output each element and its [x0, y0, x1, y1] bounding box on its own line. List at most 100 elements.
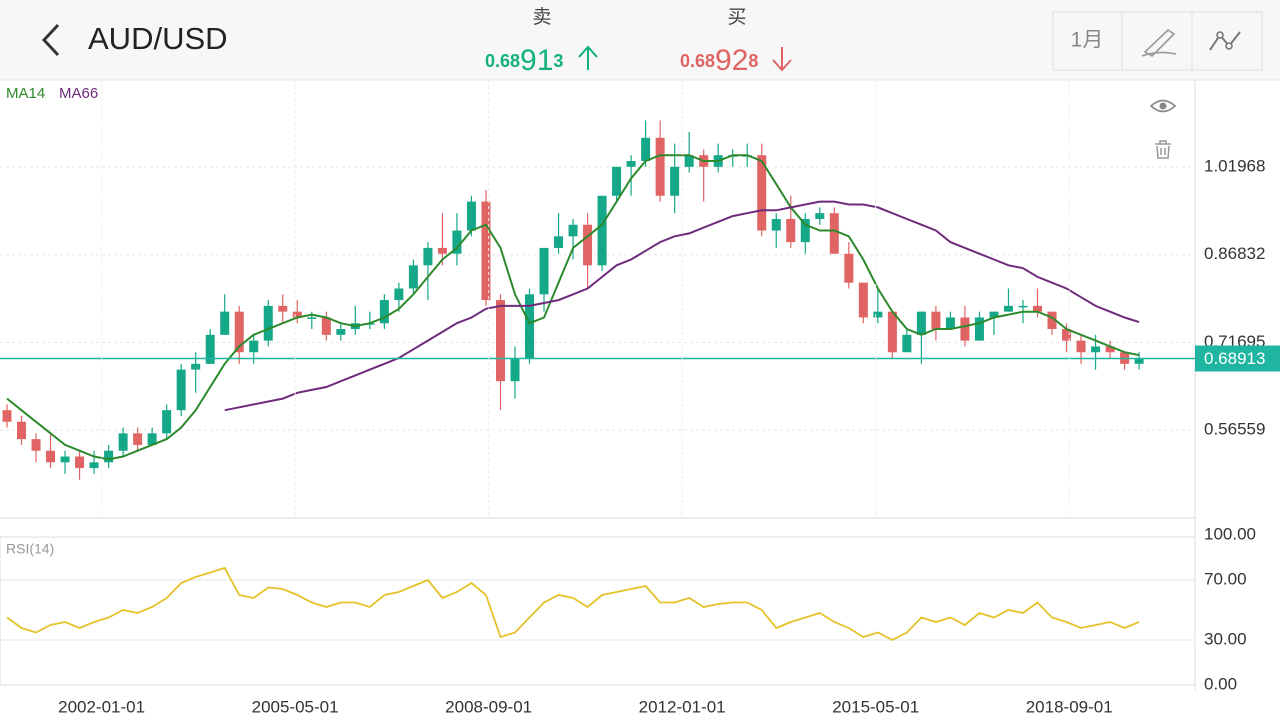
indicator-button[interactable]	[1209, 31, 1241, 51]
candle-body	[379, 300, 389, 324]
candle-body	[1091, 346, 1101, 353]
candle-body	[292, 311, 302, 318]
y-tick-label: 0.86832	[1204, 244, 1265, 263]
candle-body	[858, 282, 868, 318]
moving-average-line	[6, 154, 1140, 461]
moving-average-line	[224, 200, 1140, 412]
y-tick-label: 0.56559	[1204, 420, 1265, 439]
sell-price-big: 91	[520, 44, 553, 77]
y-tick-label: 70.00	[1204, 569, 1247, 588]
visibility-button[interactable]	[1149, 99, 1177, 113]
delete-button[interactable]	[1155, 140, 1171, 159]
candle-body	[104, 450, 114, 463]
candle-body	[307, 317, 317, 319]
candle-body	[1105, 346, 1115, 353]
candle-body	[829, 213, 839, 254]
candle-body	[931, 311, 941, 330]
back-button[interactable]	[41, 23, 60, 57]
buy-price-big: 92	[715, 44, 748, 77]
x-tick-label: 2002-01-01	[58, 697, 145, 716]
candle-body	[133, 433, 143, 445]
sell-label: 卖	[532, 6, 551, 28]
candle-body	[800, 218, 810, 243]
candle-body	[452, 230, 462, 254]
candle-body	[60, 456, 70, 463]
candle-body	[597, 195, 607, 266]
sell-price[interactable]: 0.68913	[485, 44, 563, 77]
up-arrow	[578, 45, 598, 70]
candle-body	[1062, 329, 1072, 341]
candle-body	[176, 369, 186, 411]
candle-body	[1003, 305, 1013, 312]
candle-body	[234, 311, 244, 353]
candle-body	[147, 433, 157, 445]
candle-body	[220, 311, 230, 335]
candle-body	[873, 311, 883, 318]
x-tick-label: 2018-09-01	[1026, 697, 1113, 716]
candle-body	[612, 166, 622, 196]
last-price-badge	[1195, 345, 1280, 372]
candle-body	[539, 247, 549, 295]
candle-body	[568, 224, 578, 237]
buy-price-prefix: 0.68	[680, 51, 715, 71]
candle-body	[916, 311, 926, 335]
candle-body	[945, 317, 955, 330]
candle-body	[162, 410, 172, 434]
candle-body	[757, 155, 767, 231]
candle-body	[278, 305, 288, 312]
candle-body	[960, 317, 970, 341]
candle-body	[481, 201, 491, 301]
candle-body	[844, 253, 854, 283]
rsi-panel-frame	[0, 536, 1196, 686]
candle-body	[17, 421, 27, 440]
candle-body	[974, 317, 984, 341]
sell-price-small: 3	[553, 51, 563, 71]
y-tick-label: 100.00	[1204, 524, 1256, 543]
candle-body	[554, 236, 564, 248]
candle-body	[249, 340, 259, 353]
y-tick-label: 1.01968	[1204, 156, 1265, 175]
candle-body	[336, 329, 346, 335]
candle-body	[75, 456, 85, 469]
indicator-icon-dot	[1216, 31, 1224, 39]
y-tick-label: 0.00	[1204, 674, 1237, 693]
sell-price-prefix: 0.68	[485, 51, 520, 71]
x-tick-label: 2012-01-01	[639, 697, 726, 716]
candle-body	[321, 317, 331, 335]
pair-title: AUD/USD	[88, 21, 228, 56]
candle-body	[583, 224, 593, 266]
x-tick-label: 2005-05-01	[252, 697, 339, 716]
rsi-line	[6, 566, 1140, 642]
candle-body	[989, 311, 999, 318]
candle-body	[902, 334, 912, 353]
candle-body	[525, 294, 535, 359]
candle-body	[31, 439, 41, 451]
x-tick-label: 2015-05-01	[832, 697, 919, 716]
buy-price-small: 8	[748, 51, 758, 71]
buy-label: 买	[727, 7, 746, 28]
draw-tool-button[interactable]	[1141, 28, 1177, 57]
candle-body	[2, 410, 12, 422]
candle-body	[1076, 340, 1086, 353]
buy-price[interactable]: 0.68928	[680, 44, 758, 77]
candle-body	[626, 161, 636, 167]
down-arrow	[772, 47, 792, 72]
candle-body	[495, 300, 505, 382]
candle-body	[437, 247, 447, 254]
candle-body	[510, 358, 520, 382]
period-button[interactable]: 1月	[1071, 29, 1104, 52]
candle-body	[394, 288, 404, 301]
candle-body	[423, 247, 433, 266]
legend-ma66: MA66	[59, 85, 98, 102]
legend-ma14: MA14	[6, 85, 45, 102]
candle-body	[1134, 358, 1144, 364]
candle-body	[670, 166, 680, 196]
candle-body	[887, 311, 897, 353]
candle-body	[263, 305, 273, 341]
last-price-label: 0.68913	[1204, 349, 1265, 368]
candle-body	[408, 265, 418, 289]
candle-body	[191, 363, 201, 370]
candle-body	[466, 201, 476, 231]
